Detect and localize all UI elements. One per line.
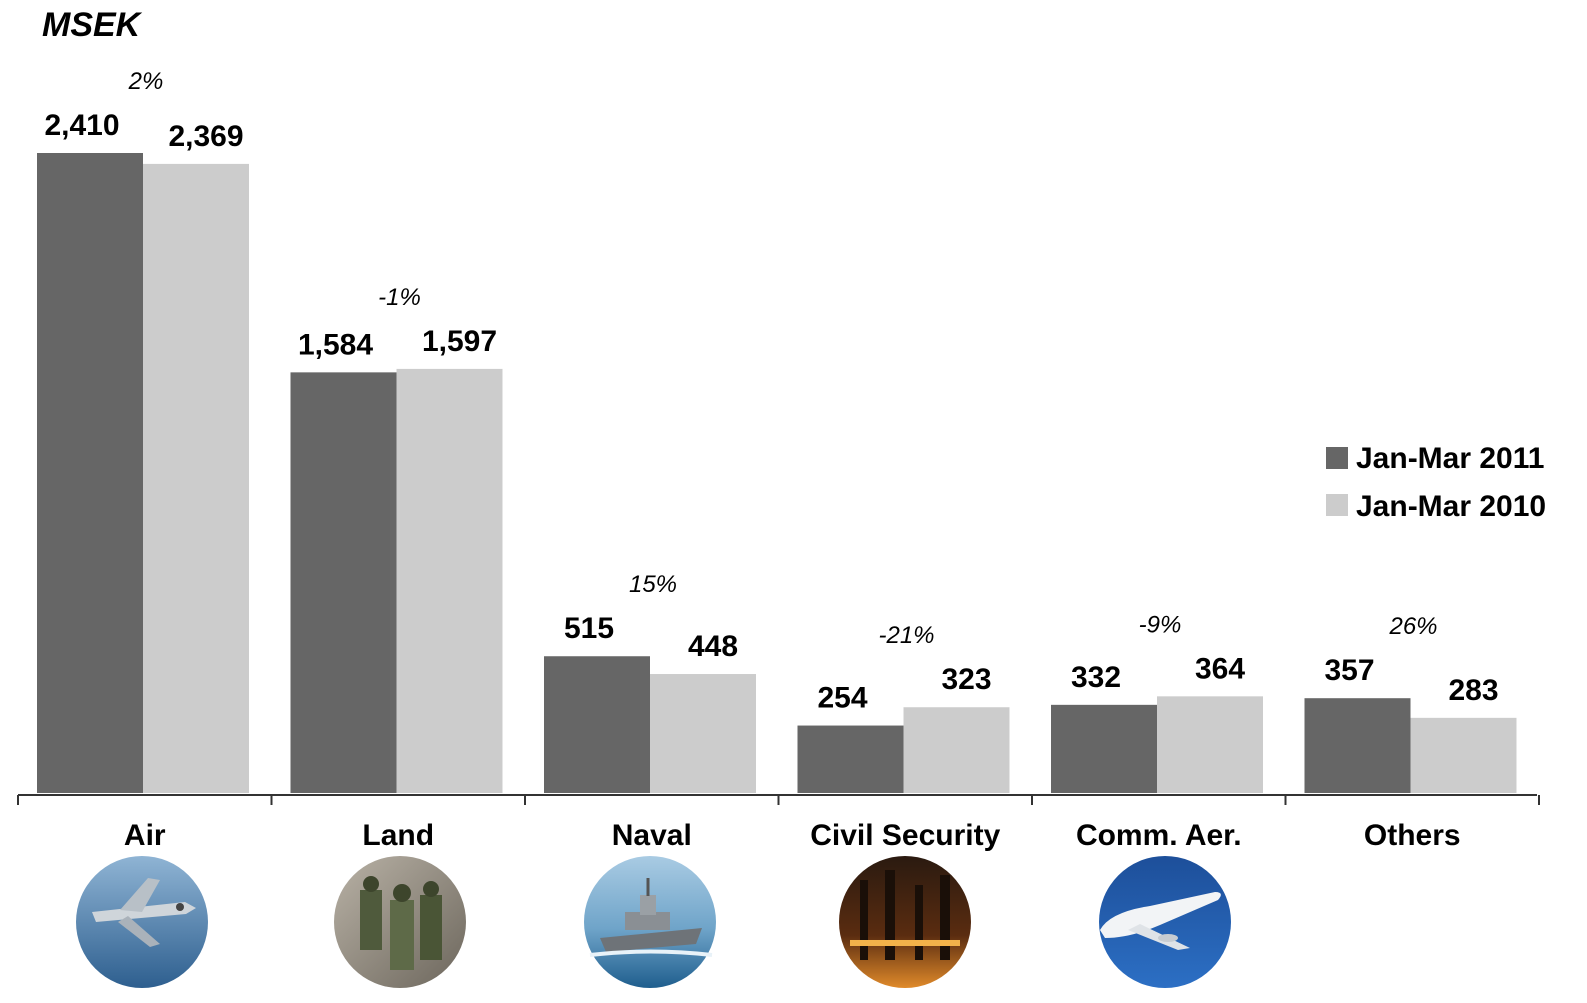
industrial-plant-photo-icon: [839, 856, 971, 988]
value-label: 364: [1195, 652, 1245, 685]
bar-2010-air: [143, 163, 249, 794]
value-label: 515: [564, 612, 614, 645]
bar-2010-civil-security: [903, 707, 1010, 793]
change-label: -21%: [878, 622, 934, 649]
category-labels-group: Air Land Naval Civil Security Comm. Aer. Othe…: [124, 819, 1461, 852]
change-label: -1%: [378, 284, 421, 311]
category-label: Civil Security: [810, 819, 1000, 852]
value-label: 2,369: [168, 120, 243, 153]
value-label: 1,597: [422, 325, 497, 358]
value-label: 357: [1324, 654, 1374, 687]
change-label: 2%: [128, 68, 164, 95]
category-label: Naval: [612, 819, 692, 852]
value-label: 283: [1448, 674, 1498, 707]
bars-group: [37, 153, 1517, 794]
value-label: 448: [688, 630, 738, 663]
change-label: -9%: [1139, 611, 1182, 638]
value-labels-group: 2,410 2,369 1,584 1,597 515 448 254 323 332 364 35…: [44, 109, 1498, 715]
change-label: 15%: [629, 571, 677, 598]
bar-2011-civil-security: [797, 725, 904, 793]
bar-2010-others: [1410, 717, 1517, 793]
category-label: Land: [362, 819, 434, 852]
bar-2010-comm-aer-: [1157, 696, 1263, 793]
warship-photo-icon: [584, 856, 716, 988]
airliner-photo-icon: [1099, 856, 1231, 988]
unit-title: MSEK: [42, 6, 143, 44]
legend-label-2011: Jan-Mar 2011: [1356, 442, 1544, 475]
bar-2011-air: [37, 153, 143, 793]
value-label: 323: [941, 663, 991, 696]
value-label: 1,584: [298, 328, 373, 361]
x-axis-ticks: [17, 795, 1540, 805]
value-label: 254: [817, 682, 867, 715]
bar-2011-others: [1304, 698, 1411, 793]
soldiers-photo-icon: [334, 856, 466, 988]
change-labels-group: 2% -1% 15% -21% -9% 26%: [128, 68, 1438, 649]
change-label: 26%: [1388, 613, 1437, 640]
bar-2011-land: [290, 372, 397, 793]
category-label: Air: [124, 819, 166, 852]
bar-2011-comm-aer-: [1051, 704, 1157, 793]
category-label: Comm. Aer.: [1076, 819, 1242, 852]
bar-2010-naval: [650, 674, 756, 793]
category-label: Others: [1364, 819, 1461, 852]
legend: Jan-Mar 2011 Jan-Mar 2010: [1326, 442, 1546, 523]
legend-label-2010: Jan-Mar 2010: [1356, 490, 1546, 523]
fighter-jet-photo-icon: [76, 856, 208, 988]
bar-2010-land: [396, 368, 503, 793]
value-label: 332: [1071, 661, 1121, 694]
legend-swatch-2010: [1326, 494, 1348, 516]
value-label: 2,410: [44, 109, 119, 142]
bar-2011-naval: [544, 656, 650, 793]
legend-swatch-2011: [1326, 447, 1348, 469]
